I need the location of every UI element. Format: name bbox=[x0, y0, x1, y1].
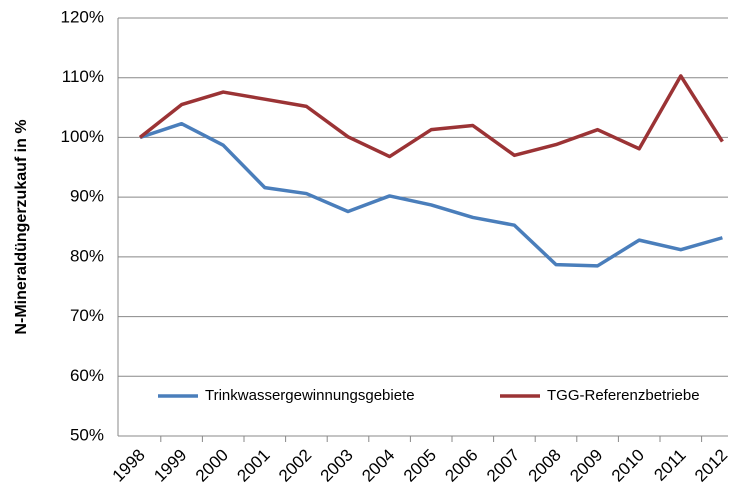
data-line bbox=[138, 74, 724, 159]
y-tick-label: 60% bbox=[70, 366, 104, 385]
x-tick-label: 2004 bbox=[358, 445, 398, 485]
y-tick-label: 100% bbox=[61, 127, 104, 146]
x-tick-label: 2010 bbox=[608, 445, 648, 485]
x-tick-label: 2007 bbox=[483, 445, 523, 485]
x-tick-label: 2011 bbox=[650, 445, 689, 484]
y-tick-label: 90% bbox=[70, 187, 104, 206]
y-tick-label: 50% bbox=[70, 425, 104, 444]
x-tick-label: 1999 bbox=[150, 445, 190, 485]
legend-label: Trinkwassergewinnungsgebiete bbox=[205, 387, 415, 404]
x-tick-label: 2001 bbox=[233, 445, 273, 485]
x-tick-label: 2005 bbox=[400, 445, 440, 485]
x-tick-label: 2002 bbox=[275, 445, 315, 485]
x-tick-label: 2008 bbox=[525, 445, 565, 485]
y-tick-label: 80% bbox=[70, 246, 104, 265]
y-axis-title: N-Mineraldüngerzukauf in % bbox=[13, 119, 30, 334]
y-tick-label: 120% bbox=[61, 7, 104, 26]
data-line bbox=[139, 121, 723, 268]
x-tick-label: 2009 bbox=[566, 445, 606, 485]
x-tick-label: 2003 bbox=[317, 445, 357, 485]
x-tick-label: 2000 bbox=[192, 445, 232, 485]
y-tick-label: 70% bbox=[70, 306, 104, 325]
x-tick-label: 2012 bbox=[691, 445, 731, 485]
x-tick-label: 2006 bbox=[441, 445, 481, 485]
x-tick-label: 1998 bbox=[109, 445, 149, 485]
y-tick-label: 110% bbox=[62, 67, 104, 86]
legend-label: TGG-Referenzbetriebe bbox=[547, 387, 700, 404]
